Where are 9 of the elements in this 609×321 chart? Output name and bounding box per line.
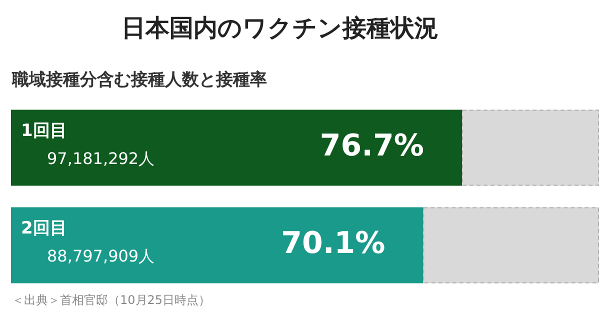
y-tick-label: 2回目 <box>21 218 67 239</box>
text: ＜出典＞首相官邸（10月25日時点） <box>12 292 211 309</box>
chart-subtitle: 職域接種分含む接種人数と接種率 <box>12 69 267 91</box>
data-label: 70.1% <box>281 226 386 262</box>
annotation: 88,797,909人 <box>47 246 155 266</box>
annotation: 97,181,292人 <box>47 148 155 168</box>
y-tick-label: 1回目 <box>21 121 67 142</box>
data-label: 76.7% <box>320 128 424 164</box>
chart-title: 日本国内のワクチン接種状況 <box>120 13 440 44</box>
